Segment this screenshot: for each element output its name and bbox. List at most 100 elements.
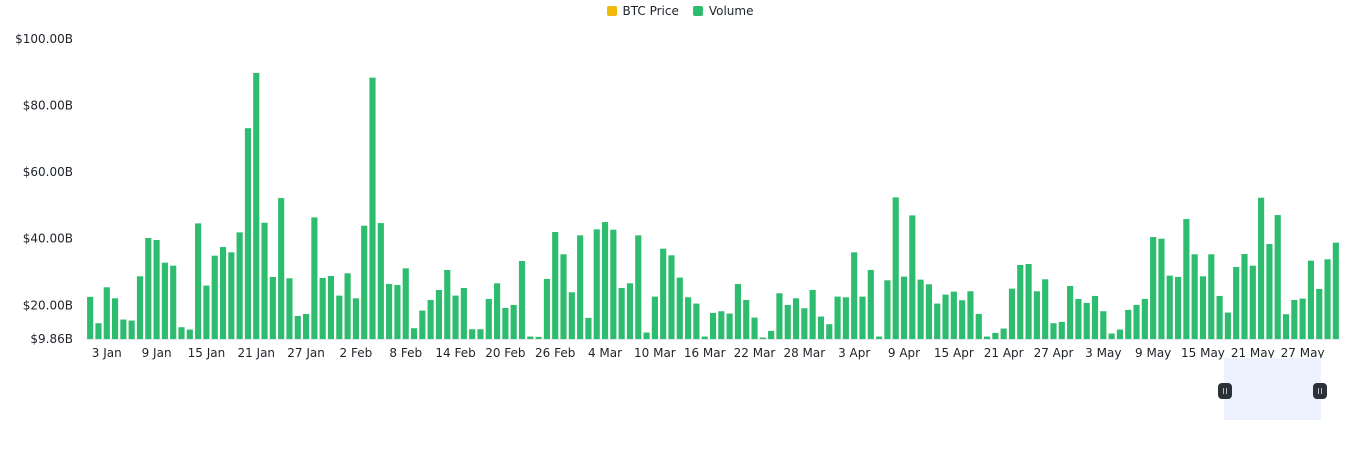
volume-bar	[651, 296, 658, 339]
volume-bar	[394, 284, 401, 339]
x-tick-label: 21 Apr	[984, 346, 1024, 360]
volume-bar	[120, 319, 127, 339]
volume-bar	[1216, 295, 1223, 339]
volume-bar	[1141, 298, 1148, 339]
volume-bar	[1025, 263, 1032, 339]
x-tick-label: 10 Mar	[634, 346, 676, 360]
volume-bar	[776, 293, 783, 339]
volume-bar	[95, 323, 102, 339]
volume-bar	[1100, 311, 1107, 339]
chart-legend: BTC Price Volume	[0, 4, 1360, 18]
volume-bar	[1291, 299, 1298, 339]
volume-bar	[909, 215, 916, 339]
volume-bar	[1224, 312, 1231, 339]
volume-bar	[1174, 276, 1182, 339]
x-tick-label: 27 Jan	[287, 346, 325, 360]
volume-bar	[826, 324, 833, 339]
volume-bar	[1266, 244, 1273, 339]
volume-bar	[626, 283, 634, 339]
zoom-handle-left[interactable]	[1218, 383, 1232, 399]
volume-bar	[685, 297, 692, 339]
x-tick-label: 8 Feb	[389, 346, 422, 360]
volume-bar	[876, 336, 883, 339]
volume-bar	[203, 285, 210, 339]
volume-bar	[410, 328, 418, 339]
volume-bar	[195, 223, 202, 339]
legend-item-volume[interactable]: Volume	[692, 4, 753, 18]
volume-bar	[311, 217, 318, 339]
volume-bar	[618, 287, 625, 339]
volume-bar	[427, 299, 434, 339]
volume-bar	[444, 269, 451, 339]
volume-bar	[1125, 309, 1132, 339]
y-tick-label: $80.00B	[23, 99, 73, 113]
zoom-range-window[interactable]	[1224, 358, 1321, 420]
volume-bar	[751, 317, 758, 339]
volume-bar	[543, 278, 550, 339]
volume-bar	[925, 284, 932, 339]
volume-bar	[568, 292, 575, 339]
volume-bar	[693, 303, 700, 339]
x-tick-label: 9 Jan	[142, 346, 172, 360]
x-tick-label: 15 Jan	[188, 346, 226, 360]
volume-bar	[851, 252, 858, 339]
volume-bar	[1091, 295, 1099, 339]
volume-bar	[834, 296, 841, 339]
volume-bar	[361, 225, 368, 339]
volume-bar	[610, 229, 617, 339]
volume-bar	[386, 283, 393, 339]
volume-bar	[975, 313, 982, 339]
x-tick-label: 9 Apr	[888, 346, 920, 360]
volume-bar	[170, 265, 177, 339]
x-tick-label: 3 Apr	[838, 346, 870, 360]
legend-swatch-volume	[692, 6, 703, 16]
volume-bar	[319, 277, 326, 339]
x-tick-label: 28 Mar	[783, 346, 825, 360]
volume-bar	[1133, 304, 1140, 339]
volume-bar	[1233, 266, 1240, 339]
volume-bar	[709, 312, 717, 339]
volume-bar	[718, 311, 725, 339]
x-tick-label: 3 Jan	[92, 346, 122, 360]
volume-bar	[676, 277, 683, 339]
volume-bar	[236, 232, 243, 339]
volume-bar	[900, 276, 908, 339]
volume-bar	[253, 72, 260, 339]
volume-bar	[1299, 298, 1306, 339]
volume-bar	[145, 238, 152, 339]
volume-bar	[269, 276, 276, 339]
volume-bar	[792, 298, 800, 339]
y-tick-label: $100.00B	[15, 32, 73, 46]
volume-bar	[859, 296, 866, 339]
volume-bar	[759, 337, 766, 339]
volume-bar	[336, 295, 343, 339]
volume-bar	[369, 77, 376, 340]
y-tick-label: $9.86B	[30, 332, 73, 346]
volume-bar	[734, 283, 741, 339]
x-tick-label: 15 Apr	[934, 346, 974, 360]
grip-icon	[1223, 388, 1227, 394]
volume-bar	[136, 276, 144, 339]
volume-bar	[1274, 215, 1281, 339]
volume-bar	[186, 329, 193, 339]
zoom-handle-right[interactable]	[1313, 383, 1327, 399]
volume-bar	[494, 283, 501, 339]
volume-bar	[1183, 219, 1190, 339]
x-tick-label: 20 Feb	[485, 346, 525, 360]
volume-bar	[801, 308, 808, 339]
volume-bar	[1008, 288, 1016, 339]
volume-bar	[502, 307, 509, 339]
volume-bar	[660, 248, 667, 339]
volume-bar	[1191, 254, 1198, 339]
x-tick-label: 4 Mar	[588, 346, 622, 360]
legend-item-btc-price[interactable]: BTC Price	[606, 4, 679, 18]
x-tick-label: 26 Feb	[535, 346, 575, 360]
volume-bar	[1116, 329, 1123, 339]
volume-bar	[103, 287, 110, 339]
volume-bar	[128, 320, 135, 339]
volume-bar	[635, 235, 642, 339]
y-tick-label: $40.00B	[23, 232, 73, 246]
x-tick-label: 9 May	[1135, 346, 1171, 360]
volume-bar	[552, 232, 559, 339]
volume-bar	[153, 240, 160, 339]
